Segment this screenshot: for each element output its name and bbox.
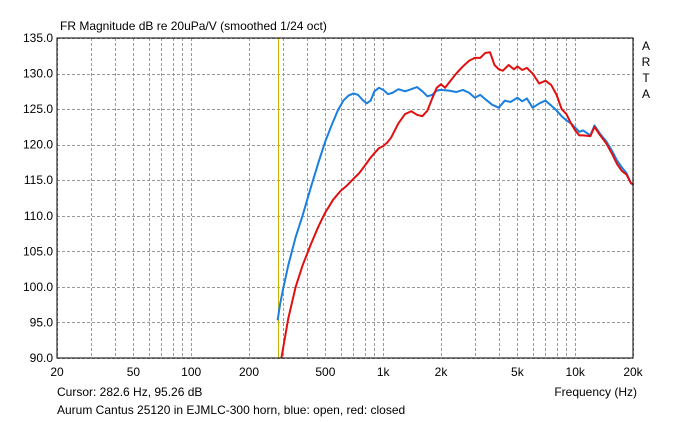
side-label-letter: A — [642, 39, 650, 53]
side-label-letter: T — [642, 71, 650, 85]
side-label-letter: R — [642, 55, 651, 69]
chart-caption: Aurum Cantus 25120 in EJMLC-300 horn, bl… — [57, 403, 405, 417]
plot-frame — [56, 37, 634, 359]
y-tick-label: 135.0 — [23, 31, 53, 45]
x-tick-label: 10k — [566, 365, 586, 379]
y-tick-label: 100.0 — [23, 280, 53, 294]
x-tick-label: 100 — [181, 365, 201, 379]
plot-area — [57, 38, 633, 358]
x-tick-label: 20k — [623, 365, 643, 379]
chart-title: FR Magnitude dB re 20uPa/V (smoothed 1/2… — [60, 19, 327, 33]
y-tick-label: 105.0 — [23, 244, 53, 258]
x-tick-label: 2k — [435, 365, 449, 379]
x-axis-ticks: 20 50 100 200 500 1k 2k 5k 10k 20k — [50, 365, 643, 379]
x-tick-label: 50 — [127, 365, 141, 379]
y-tick-label: 110.0 — [24, 209, 53, 223]
y-axis-ticks: 90.0 95.0 100.0 105.0 110.0 115.0 120.0 125.0 13… — [23, 31, 53, 365]
y-tick-label: 95.0 — [30, 315, 54, 329]
side-label-letter: A — [642, 87, 650, 101]
x-tick-label: 200 — [239, 365, 259, 379]
y-tick-label: 120.0 — [23, 138, 53, 152]
series-group — [276, 51, 634, 359]
blue-series-line — [276, 86, 634, 321]
red-series-line — [280, 51, 634, 359]
y-tick-label: 115.0 — [24, 173, 53, 187]
y-tick-label: 90.0 — [30, 351, 54, 365]
cursor-readout: Cursor: 282.6 Hz, 95.26 dB — [57, 385, 202, 399]
x-tick-label: 1k — [377, 365, 391, 379]
x-tick-label: 5k — [511, 365, 525, 379]
x-tick-label: 500 — [315, 365, 335, 379]
x-tick-label: 20 — [50, 365, 64, 379]
x-axis-label: Frequency (Hz) — [554, 385, 637, 399]
y-tick-label: 130.0 — [23, 67, 53, 81]
y-tick-label: 125.0 — [23, 102, 53, 116]
